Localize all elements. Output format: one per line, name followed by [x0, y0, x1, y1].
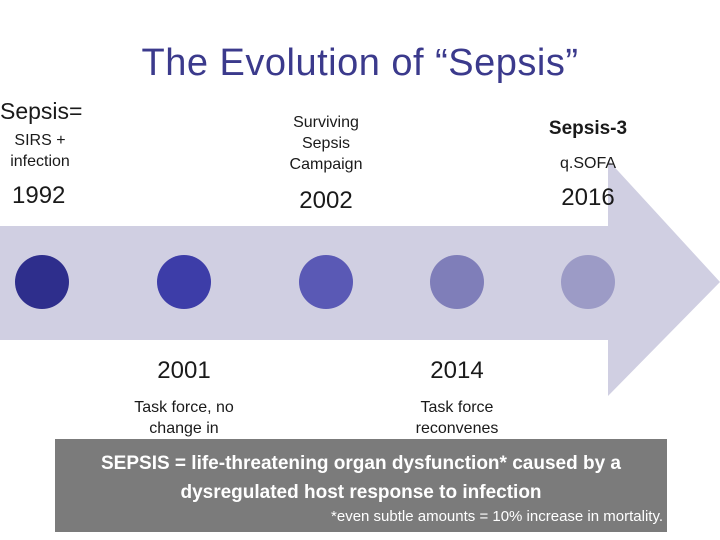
- timeline-dot-1992: [15, 255, 69, 309]
- timeline-arrow-shape: [0, 160, 720, 396]
- slide-title: The Evolution of “Sepsis”: [141, 42, 579, 84]
- milestone-2016-year: 2016: [561, 184, 615, 211]
- milestone-2014-year: 2014: [430, 357, 484, 384]
- footnote-text: *even subtle amounts = 10% increase in m…: [331, 508, 663, 525]
- definition-banner: SEPSIS = life-threatening organ dysfunct…: [55, 439, 667, 532]
- milestone-2014-desc: Task force reconvenes: [415, 399, 499, 437]
- timeline-dot-2016: [561, 255, 615, 309]
- timeline-dot-2002: [299, 255, 353, 309]
- definition-text: SEPSIS = life-threatening organ dysfunct…: [101, 453, 621, 503]
- milestone-1992-year: 1992: [12, 182, 66, 209]
- milestone-1992-desc: SIRS + infection: [10, 132, 70, 170]
- timeline-dot-2014: [430, 255, 484, 309]
- milestone-2002-year: 2002: [299, 187, 353, 214]
- milestone-2016-desc: q.SOFA: [559, 155, 617, 172]
- milestone-2002-desc: Surviving Sepsis Campaign: [289, 114, 363, 173]
- milestone-2016-heading: Sepsis-3: [548, 118, 628, 139]
- timeline-dot-2001: [157, 255, 211, 309]
- milestone-2001-year: 2001: [157, 357, 211, 384]
- milestone-1992-heading: Sepsis=: [0, 98, 83, 124]
